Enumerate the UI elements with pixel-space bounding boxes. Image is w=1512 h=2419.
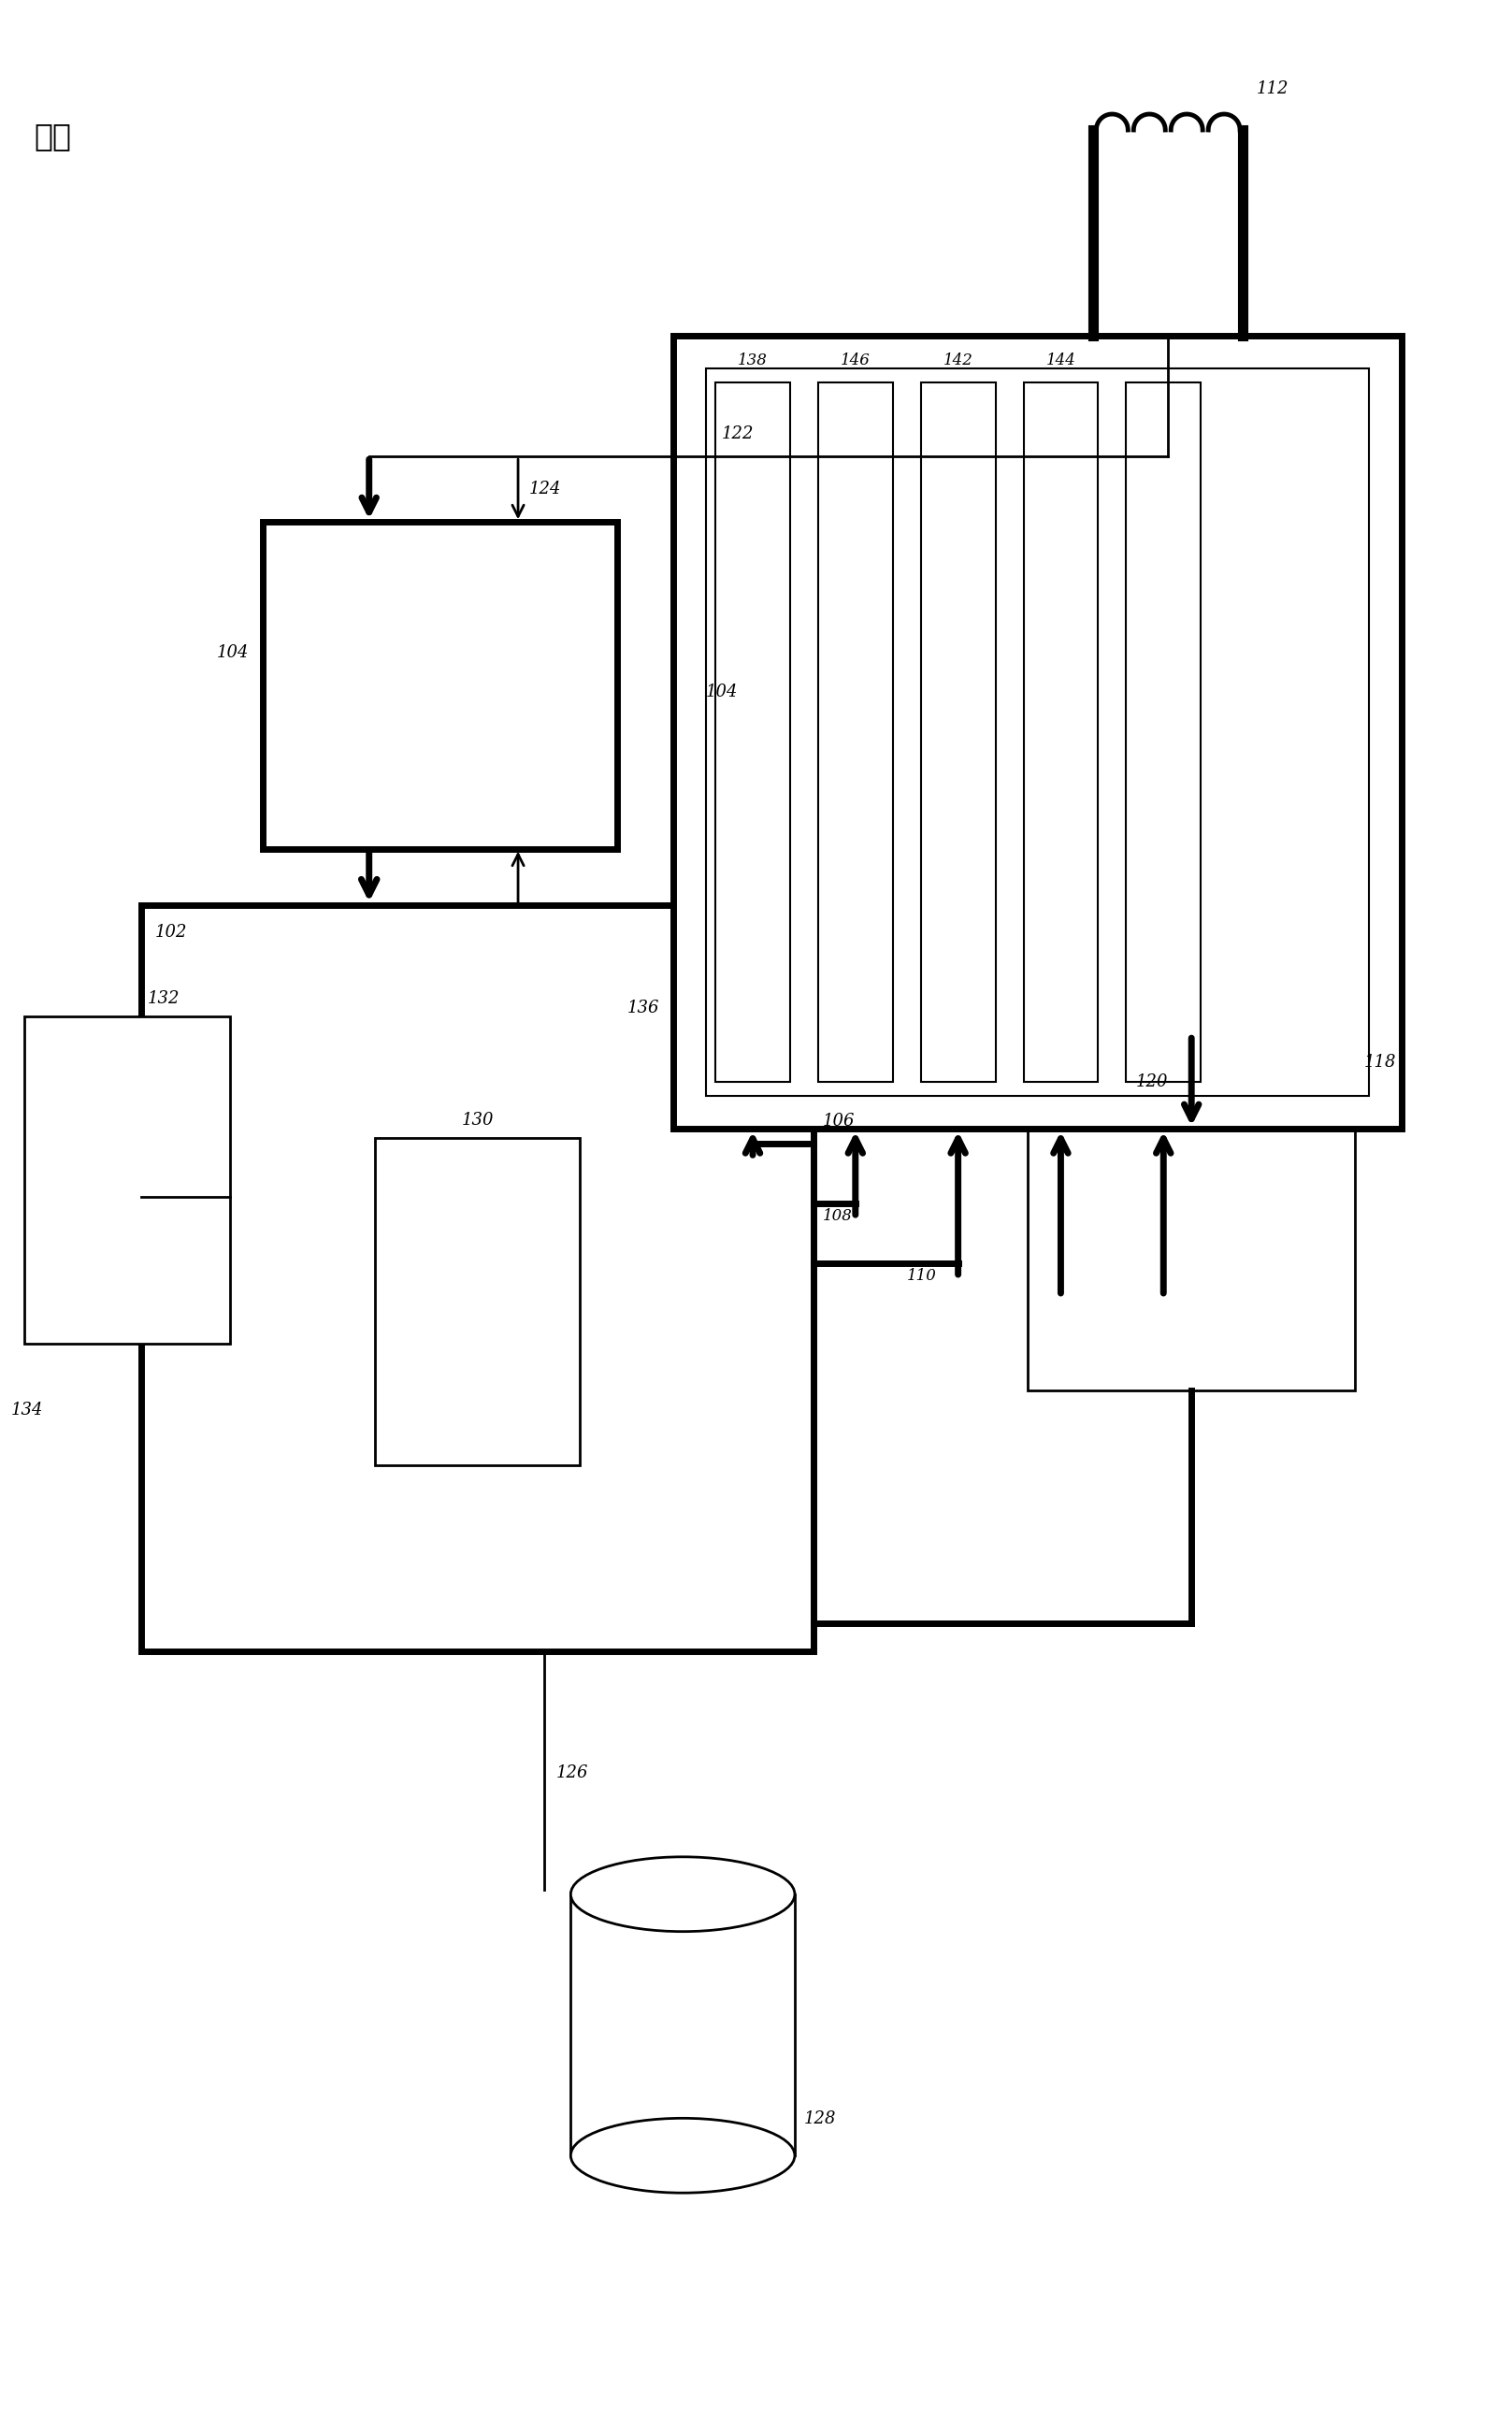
Text: 118: 118 <box>1364 1055 1397 1072</box>
Text: 110: 110 <box>907 1268 936 1284</box>
Text: 108: 108 <box>823 1207 853 1224</box>
Text: 120: 120 <box>1136 1074 1167 1091</box>
Bar <box>24 1016 230 1343</box>
Bar <box>141 905 813 1652</box>
Text: 146: 146 <box>841 353 871 368</box>
Bar <box>1028 1035 1355 1391</box>
Text: 124: 124 <box>529 481 561 498</box>
Ellipse shape <box>570 2119 795 2194</box>
Bar <box>818 382 892 1081</box>
Bar <box>263 523 617 849</box>
Text: 142: 142 <box>943 353 974 368</box>
Text: 128: 128 <box>804 2112 836 2129</box>
Text: 104: 104 <box>216 643 248 660</box>
Text: 132: 132 <box>148 989 180 1006</box>
Text: 104: 104 <box>706 685 738 702</box>
Bar <box>673 336 1402 1130</box>
Text: 130: 130 <box>461 1113 493 1130</box>
Text: 106: 106 <box>823 1113 854 1130</box>
Text: 126: 126 <box>556 1763 588 1780</box>
Text: 144: 144 <box>1046 353 1075 368</box>
Text: 134: 134 <box>11 1401 42 1418</box>
Text: 112: 112 <box>1256 80 1290 97</box>
Bar <box>715 382 791 1081</box>
Text: 102: 102 <box>156 924 187 941</box>
Bar <box>706 368 1368 1096</box>
Text: 138: 138 <box>738 353 768 368</box>
Bar <box>1024 382 1098 1081</box>
Text: 図１: 図１ <box>33 121 71 152</box>
Text: 122: 122 <box>721 426 754 443</box>
Text: 136: 136 <box>627 999 659 1016</box>
Ellipse shape <box>570 1858 795 1930</box>
Bar <box>921 382 995 1081</box>
Bar <box>375 1137 581 1466</box>
Bar <box>1126 382 1201 1081</box>
